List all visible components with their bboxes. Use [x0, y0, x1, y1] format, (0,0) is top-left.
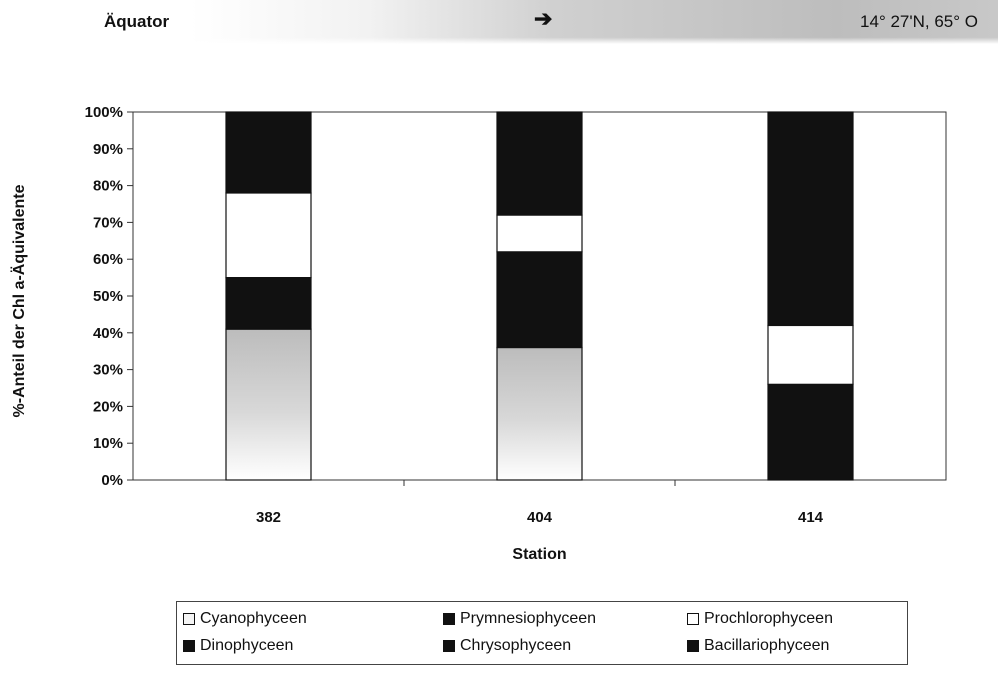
- bar-segment: [225, 192, 312, 279]
- legend-item: Bacillariophyceen: [687, 637, 829, 655]
- y-tick-label: 90%: [93, 141, 123, 158]
- y-axis-title: %-Anteil der Chl a-Äquivalente: [10, 184, 28, 417]
- bar-segment: [225, 111, 312, 194]
- legend-label: Prochlorophyceen: [704, 610, 833, 627]
- header-gradient: [190, 0, 998, 44]
- header-band: Äquator ➔ 14° 27'N, 65° O: [0, 0, 998, 60]
- y-tick-label: 100%: [85, 104, 123, 121]
- y-tick-label: 80%: [93, 178, 123, 195]
- legend-swatch: [687, 640, 699, 652]
- legend-item: Chrysophyceen: [443, 637, 571, 655]
- y-axis: 0% 10% 20% 30% 40% 50% 60% 70% 80% 90% 100%: [85, 104, 133, 489]
- y-tick-label: 40%: [93, 325, 123, 342]
- legend-label: Chrysophyceen: [460, 637, 572, 654]
- legend-item: Prochlorophyceen: [687, 610, 833, 628]
- bar-segment: [496, 214, 583, 253]
- y-tick-label: 0%: [101, 472, 123, 489]
- x-axis-title: Station: [512, 546, 566, 563]
- bars-group: [225, 111, 854, 481]
- legend-label: Prymnesiophyceen: [460, 610, 597, 627]
- y-tick-label: 70%: [93, 214, 123, 231]
- legend-label: Bacillariophyceen: [704, 637, 830, 654]
- bar-segment: [767, 111, 854, 327]
- legend-swatch: [183, 640, 195, 652]
- bar-segment: [225, 277, 312, 330]
- arrow-right-icon: ➔: [534, 6, 553, 31]
- header-left-label: Äquator: [104, 12, 170, 31]
- legend-label: Dinophyceen: [200, 637, 294, 654]
- bar-segment: [767, 324, 854, 385]
- stacked-bar-chart: 0% 10% 20% 30% 40% 50% 60% 70% 80% 90% 100% 382 404…: [10, 104, 947, 563]
- x-axis: 382 404 414: [256, 480, 824, 526]
- legend: Cyanophyceen Prymnesiophyceen Prochlorop…: [176, 601, 908, 665]
- bar-segment: [496, 111, 583, 216]
- y-tick-label: 10%: [93, 435, 123, 452]
- legend-swatch: [443, 640, 455, 652]
- legend-item: Dinophyceen: [183, 637, 293, 655]
- y-tick-label: 30%: [93, 362, 123, 379]
- x-tick-label: 414: [798, 509, 824, 526]
- x-tick-label: 382: [256, 509, 281, 526]
- bar-segment: [767, 383, 854, 481]
- y-tick-label: 50%: [93, 288, 123, 305]
- bar-segment: [496, 251, 583, 349]
- legend-item: Prymnesiophyceen: [443, 610, 596, 628]
- bar-segment: [496, 346, 583, 481]
- legend-swatch: [687, 613, 699, 625]
- y-tick-label: 60%: [93, 251, 123, 268]
- legend-label: Cyanophyceen: [200, 610, 307, 627]
- legend-swatch: [443, 613, 455, 625]
- legend-item: Cyanophyceen: [183, 610, 307, 628]
- y-tick-label: 20%: [93, 398, 123, 415]
- x-tick-label: 404: [527, 509, 553, 526]
- bar-segment: [225, 328, 312, 481]
- header-right-label: 14° 27'N, 65° O: [860, 12, 978, 31]
- legend-swatch: [183, 613, 195, 625]
